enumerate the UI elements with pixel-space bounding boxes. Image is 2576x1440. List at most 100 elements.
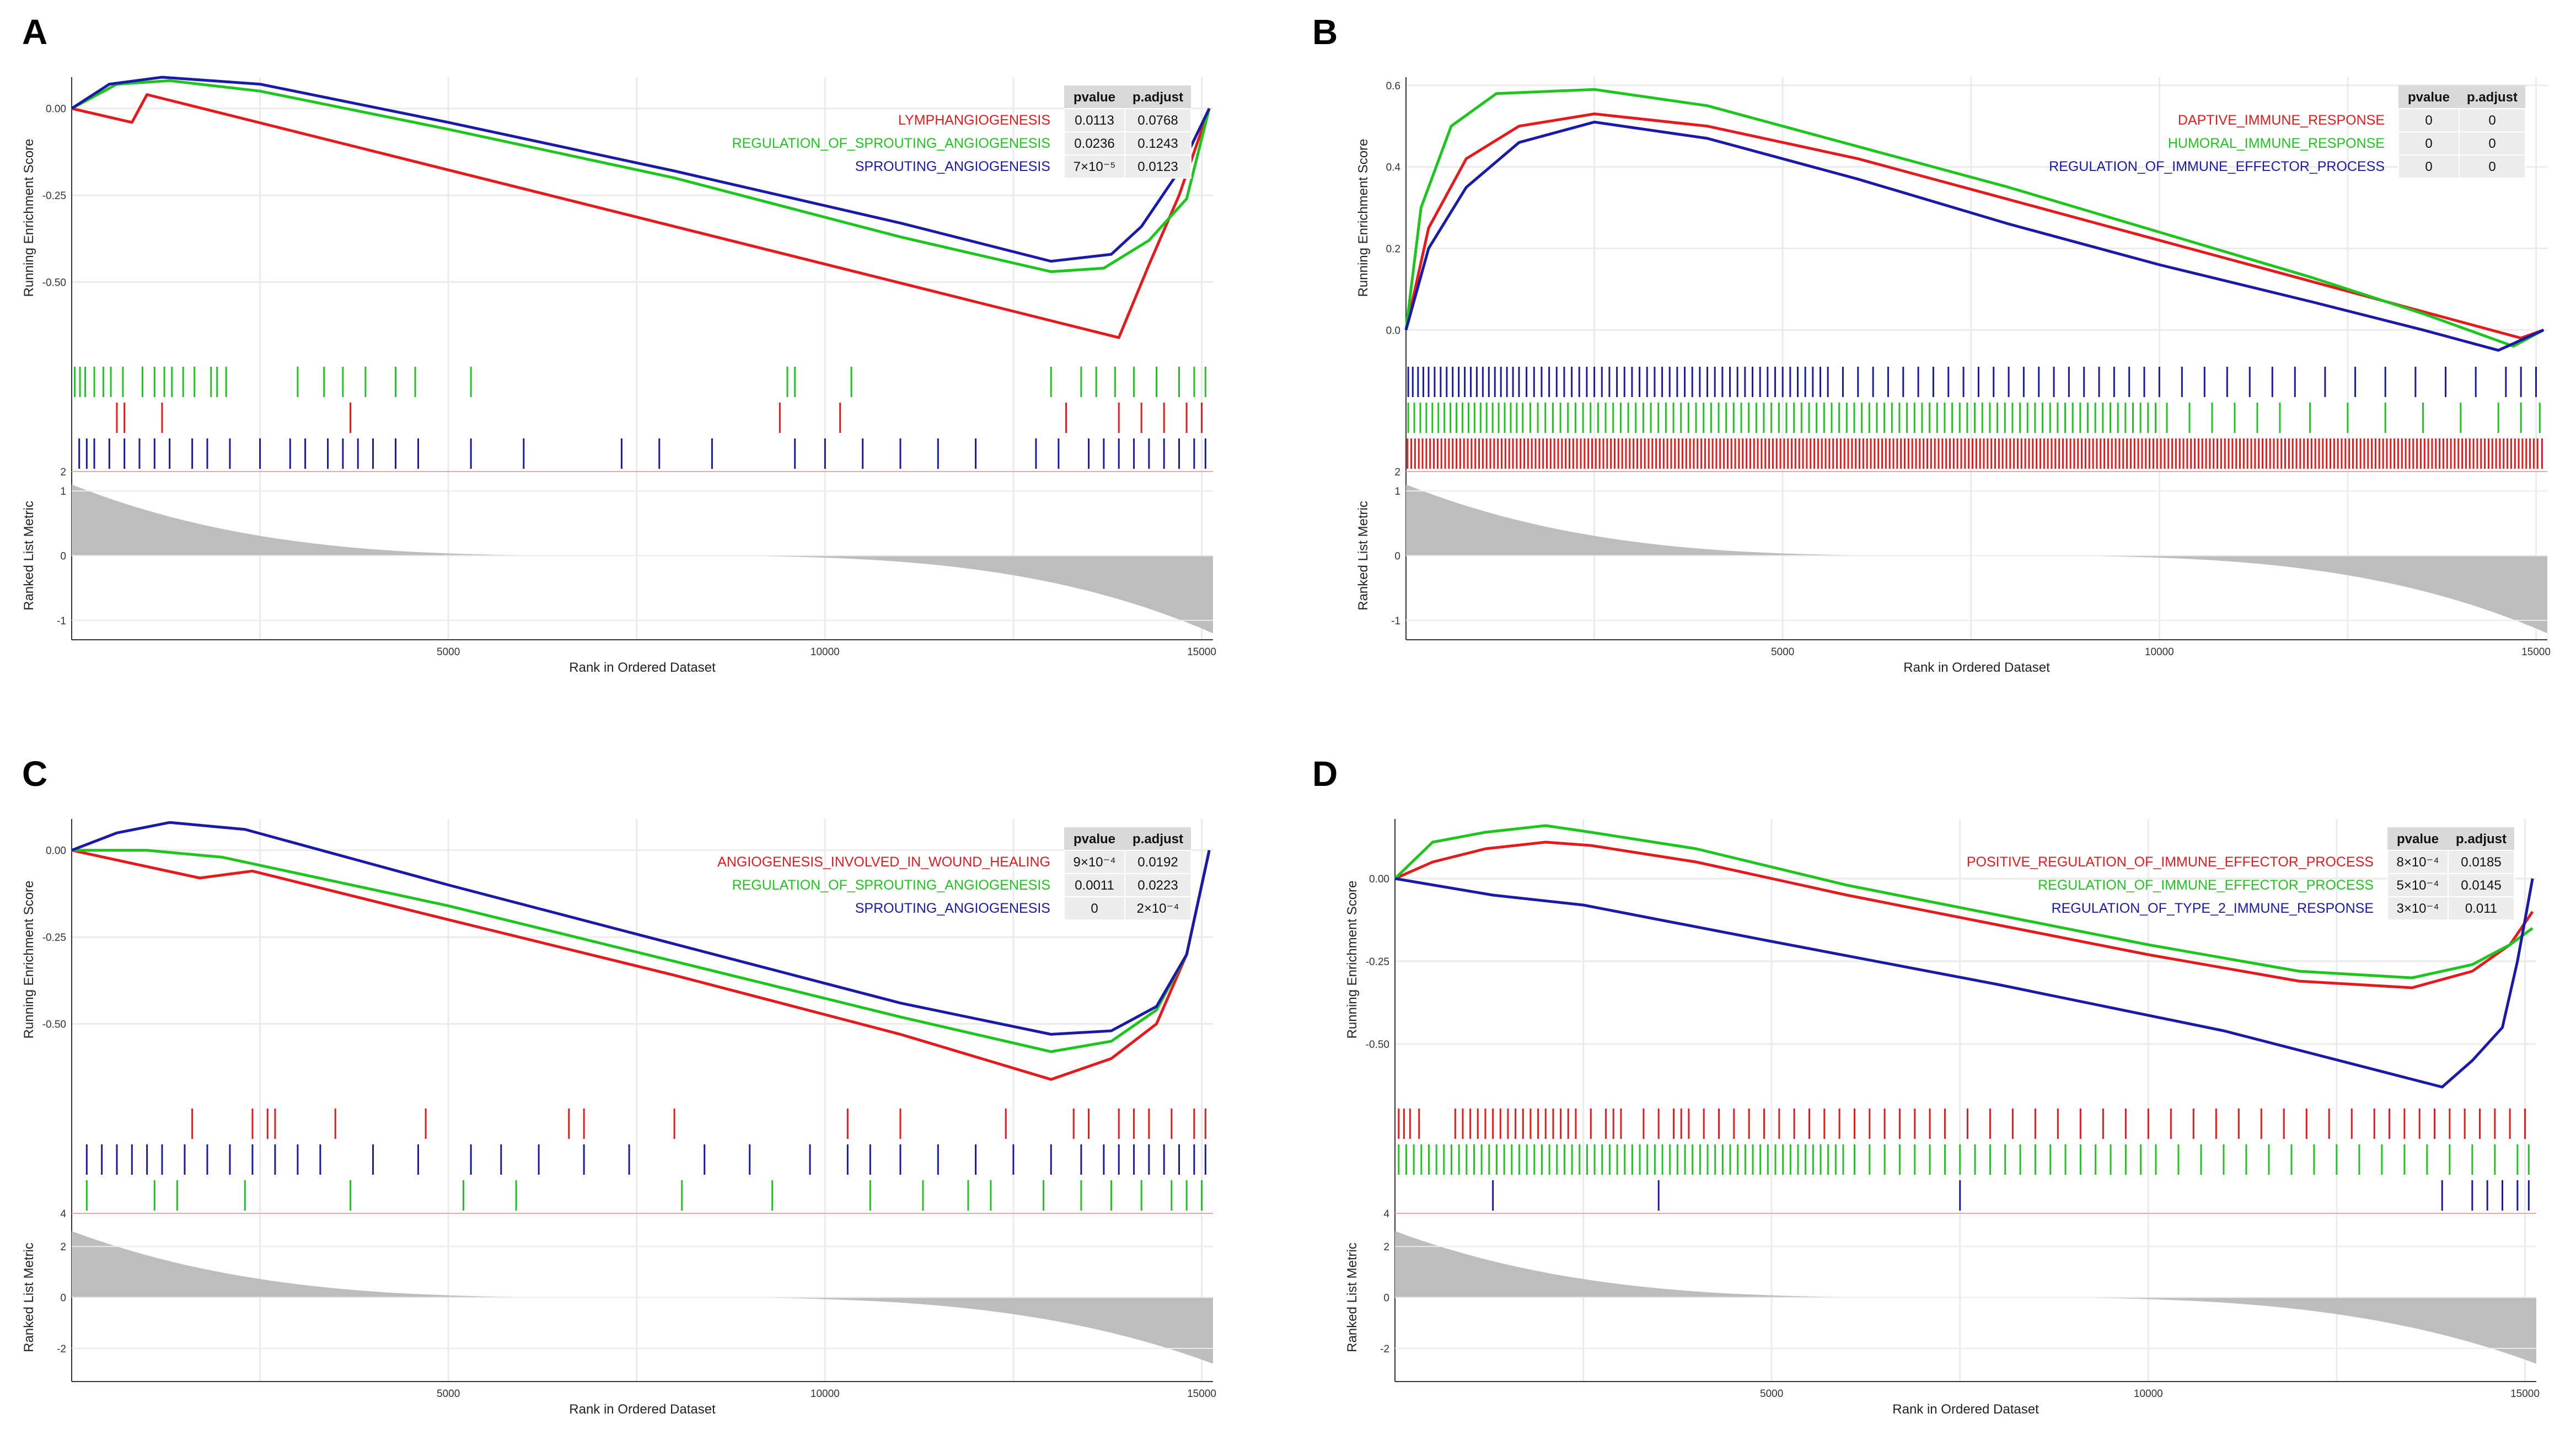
panel-b: B 0.6 0.4 0.2 0.0 2 1 0 -1 5000 10000 15000 Rank in … <box>1312 12 2551 675</box>
x-axis-title: Rank in Ordered Dataset <box>1892 1402 2039 1417</box>
es-curve-blue <box>71 821 1211 1036</box>
padjust-value: 0.0223 <box>1137 878 1178 893</box>
table-header-pvalue: pvalue <box>2397 832 2439 847</box>
table-header-padjust: p.adjust <box>1133 832 1183 847</box>
es-curve-red <box>1404 113 2545 340</box>
legend-entry-blue: REGULATION_OF_TYPE_2_IMMUNE_RESPONSE <box>2052 901 2374 916</box>
x-tick-label: 5000 <box>437 646 460 658</box>
x-tick-label: 10000 <box>811 646 840 658</box>
hit-row-label: 2 <box>1394 467 1400 478</box>
metric-tick-label: -2 <box>1380 1343 1389 1355</box>
padjust-value: 0.0768 <box>1137 113 1178 128</box>
metric-tick-label: 2 <box>1383 1241 1389 1253</box>
table-cell <box>2459 108 2526 132</box>
x-tick-label: 15000 <box>2521 646 2551 658</box>
es-tick-label: 0.4 <box>1386 162 1401 174</box>
table-cell <box>2448 896 2515 920</box>
metric-tick-label: -2 <box>57 1343 66 1355</box>
es-axis-title: Running Enrichment Score <box>1345 881 1360 1039</box>
es-tick-label: -0.25 <box>1366 956 1389 968</box>
table-header-cell <box>2459 85 2525 109</box>
es-tick-label: 0.00 <box>1369 874 1389 885</box>
metric-tick-label: 0 <box>60 551 66 563</box>
metric-axis-title: Ranked List Metric <box>22 1243 36 1352</box>
legend-entry-red: POSITIVE_REGULATION_OF_IMMUNE_EFFECTOR_P… <box>1967 854 2374 870</box>
table-cell <box>1064 896 1125 920</box>
legend-entry-red: DAPTIVE_IMMUNE_RESPONSE <box>2178 113 2385 128</box>
metric-tick-label: 0 <box>1383 1293 1389 1304</box>
legend-entry-green: REGULATION_OF_SPROUTING_ANGIOGENESIS <box>732 877 1050 893</box>
es-tick-label: 0.00 <box>46 104 66 115</box>
es-curve-green <box>71 79 1211 274</box>
es-curve-red <box>71 849 1211 1081</box>
pvalue-value: 9×10⁻⁴ <box>1073 855 1115 870</box>
x-tick-label: 10000 <box>811 1388 840 1400</box>
es-curve-red <box>71 93 1211 339</box>
x-tick-label: 10000 <box>2145 646 2174 658</box>
metric-tick-label: 0 <box>60 1293 66 1304</box>
table-header-cell <box>2387 827 2448 850</box>
table-header-pvalue: pvalue <box>1074 90 1115 105</box>
pvalue-value: 0.0011 <box>1075 878 1114 893</box>
table-header-padjust: p.adjust <box>1133 90 1183 105</box>
table-cell <box>1124 873 1192 897</box>
table-cell <box>1124 154 1192 179</box>
ranked-metric-area <box>72 484 1213 634</box>
padjust-value: 2×10⁻⁴ <box>1136 901 1179 916</box>
table-cell <box>2459 154 2526 179</box>
legend-entry-blue: SPROUTING_ANGIOGENESIS <box>855 901 1050 916</box>
es-tick-label: -0.50 <box>1366 1039 1389 1051</box>
table-cell <box>2448 873 2515 897</box>
legend-entry-red: ANGIOGENESIS_INVOLVED_IN_WOUND_HEALING <box>717 854 1050 870</box>
table-cell <box>1064 154 1125 179</box>
x-tick-label: 15000 <box>1187 646 1216 658</box>
es-curve-blue <box>1404 120 2545 352</box>
pvalue-value: 0.0113 <box>1075 113 1114 128</box>
legend-entry-red: LYMPHANGIOGENESIS <box>898 113 1050 128</box>
x-axis-title: Rank in Ordered Dataset <box>1903 660 2050 675</box>
padjust-value: 0.011 <box>2465 901 2497 916</box>
x-tick-label: 5000 <box>1771 646 1794 658</box>
hit-row-label: 2 <box>60 467 66 478</box>
metric-tick-label: 2 <box>60 1241 66 1253</box>
es-tick-label: -0.50 <box>42 1019 66 1030</box>
table-cell <box>2398 131 2460 156</box>
table-header-cell <box>1125 827 1191 850</box>
legend-entry-green: REGULATION_OF_SPROUTING_ANGIOGENESIS <box>732 136 1050 151</box>
panel-label: A <box>22 12 47 52</box>
pvalue-value: 0 <box>2425 136 2432 151</box>
legend-entry-blue: SPROUTING_ANGIOGENESIS <box>855 159 1050 174</box>
table-header-pvalue: pvalue <box>1074 832 1115 847</box>
es-curve-red <box>1394 841 2534 989</box>
ranked-metric-area <box>1406 484 2547 634</box>
table-header-cell <box>1125 85 1191 109</box>
es-tick-label: 0.6 <box>1386 81 1400 92</box>
legend-entry-green: HUMORAL_IMMUNE_RESPONSE <box>2168 136 2385 151</box>
es-tick-label: -0.50 <box>42 277 66 288</box>
padjust-value: 0 <box>2488 159 2496 174</box>
table-header-cell <box>2398 85 2459 109</box>
table-cell <box>1124 131 1192 156</box>
x-axis-title: Rank in Ordered Dataset <box>569 1402 716 1417</box>
padjust-value: 0.0192 <box>1137 855 1178 870</box>
pvalue-value: 0 <box>2425 113 2432 128</box>
hit-row-label: 4 <box>60 1208 66 1220</box>
es-tick-label: 0.0 <box>1386 325 1400 336</box>
es-curve-blue <box>71 76 1211 263</box>
legend-entry-blue: REGULATION_OF_IMMUNE_EFFECTOR_PROCESS <box>2049 159 2385 174</box>
es-curve-green <box>1394 824 2534 979</box>
metric-axis-title: Ranked List Metric <box>22 501 36 611</box>
panel-c: C 0.00 -0.25 -0.50 4 2 0 -2 5000 10000 15000 Rank i… <box>22 754 1216 1417</box>
legend-entry-green: REGULATION_OF_IMMUNE_EFFECTOR_PROCESS <box>2038 877 2374 893</box>
pvalue-value: 3×10⁻⁴ <box>2396 901 2439 916</box>
x-tick-label: 5000 <box>1760 1388 1783 1400</box>
table-header-cell <box>2448 827 2514 850</box>
table-cell <box>2387 873 2449 897</box>
pvalue-value: 0 <box>2425 159 2432 174</box>
padjust-value: 0.0145 <box>2461 878 2501 893</box>
padjust-value: 0 <box>2488 113 2496 128</box>
table-header-padjust: p.adjust <box>2456 832 2507 847</box>
panel-d: D 0.00 -0.25 -0.50 4 2 0 -2 5000 10000 15000 Rank i… <box>1312 754 2540 1417</box>
table-header-cell <box>1064 85 1125 109</box>
